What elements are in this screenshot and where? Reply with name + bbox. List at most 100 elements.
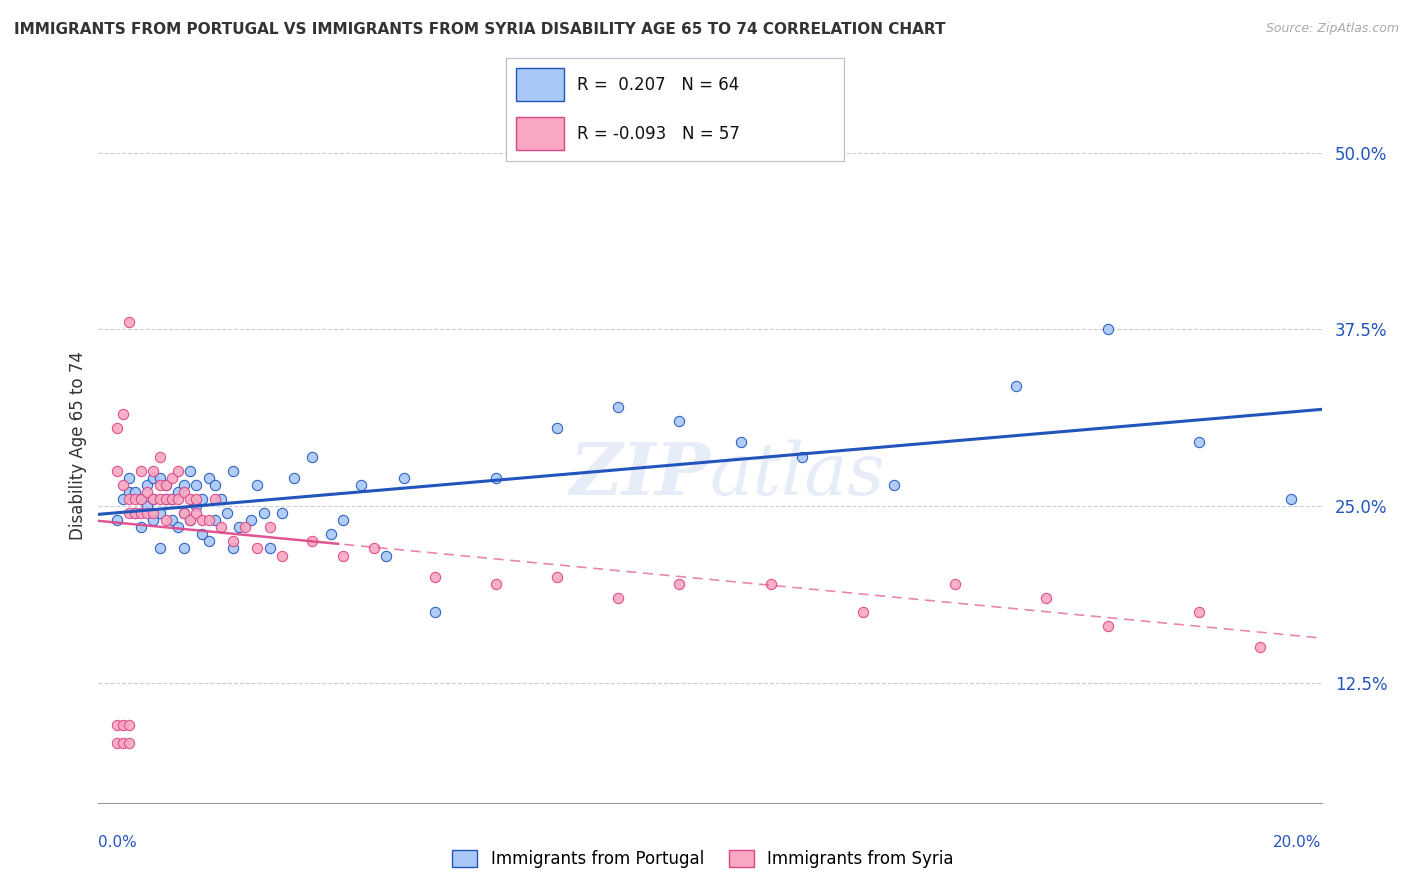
Point: [160, 513, 183, 527]
Point: [111, 478, 134, 492]
Point: [124, 484, 146, 499]
Point: [240, 513, 263, 527]
Point: [160, 471, 183, 485]
Text: R =  0.207   N = 64: R = 0.207 N = 64: [576, 76, 740, 94]
Point: [105, 718, 128, 732]
Point: [209, 520, 232, 534]
Point: [173, 478, 195, 492]
Point: [228, 520, 250, 534]
Bar: [516, 69, 564, 101]
Point: [233, 520, 256, 534]
Point: [1249, 640, 1271, 655]
Point: [301, 534, 323, 549]
Point: [142, 491, 165, 506]
Point: [392, 471, 416, 485]
Point: [129, 491, 152, 506]
Point: [118, 491, 141, 506]
Text: ZIP: ZIP: [569, 439, 710, 510]
Point: [136, 506, 159, 520]
Point: [105, 513, 128, 527]
Point: [363, 541, 385, 556]
Point: [222, 464, 245, 478]
Text: 20.0%: 20.0%: [1274, 836, 1322, 850]
Point: [485, 576, 508, 591]
Point: [111, 491, 134, 506]
Point: [197, 534, 219, 549]
Point: [124, 506, 146, 520]
Point: [283, 471, 305, 485]
Point: [118, 471, 141, 485]
Point: [142, 506, 165, 520]
Point: [111, 718, 134, 732]
Point: [332, 513, 354, 527]
Point: [186, 506, 208, 520]
Point: [179, 491, 201, 506]
Point: [129, 491, 152, 506]
Point: [167, 491, 190, 506]
Y-axis label: Disability Age 65 to 74: Disability Age 65 to 74: [69, 351, 87, 541]
Point: [105, 421, 128, 435]
Point: [350, 478, 373, 492]
Point: [943, 576, 966, 591]
Point: [179, 513, 201, 527]
Point: [1097, 619, 1119, 633]
Point: [167, 520, 190, 534]
Point: [136, 484, 159, 499]
Point: [118, 718, 141, 732]
Point: [259, 520, 281, 534]
Point: [319, 527, 342, 541]
Point: [197, 471, 219, 485]
Point: [111, 407, 134, 421]
Point: [105, 736, 128, 750]
Point: [129, 506, 152, 520]
Point: [1188, 605, 1211, 619]
Point: [246, 541, 269, 556]
Text: R = -0.093   N = 57: R = -0.093 N = 57: [576, 125, 740, 143]
Point: [1035, 591, 1057, 605]
Point: [423, 605, 446, 619]
Point: [149, 450, 172, 464]
Point: [485, 471, 508, 485]
Point: [118, 315, 141, 329]
Point: [142, 491, 165, 506]
Point: [149, 506, 172, 520]
Point: [136, 478, 159, 492]
Point: [173, 541, 195, 556]
Point: [149, 541, 172, 556]
Point: [118, 506, 141, 520]
Point: [301, 450, 323, 464]
Point: [191, 491, 214, 506]
Point: [1004, 379, 1026, 393]
Point: [246, 478, 269, 492]
Point: [197, 513, 219, 527]
Point: [668, 414, 690, 428]
Point: [160, 491, 183, 506]
Point: [173, 506, 195, 520]
Point: [167, 464, 190, 478]
Bar: [516, 118, 564, 150]
Point: [129, 464, 152, 478]
Point: [790, 450, 813, 464]
Point: [136, 499, 159, 513]
Point: [186, 499, 208, 513]
Point: [546, 421, 568, 435]
Point: [155, 478, 177, 492]
Point: [270, 506, 292, 520]
Point: [332, 549, 354, 563]
Point: [222, 534, 245, 549]
Point: [111, 736, 134, 750]
Point: [173, 506, 195, 520]
Point: [129, 520, 152, 534]
Point: [173, 484, 195, 499]
Point: [149, 491, 172, 506]
Point: [191, 513, 214, 527]
Point: [252, 506, 274, 520]
Point: [118, 484, 141, 499]
Text: atlas: atlas: [710, 439, 886, 510]
Point: [155, 513, 177, 527]
Point: [186, 478, 208, 492]
Point: [259, 541, 281, 556]
Point: [374, 549, 396, 563]
Point: [883, 478, 905, 492]
Point: [186, 491, 208, 506]
